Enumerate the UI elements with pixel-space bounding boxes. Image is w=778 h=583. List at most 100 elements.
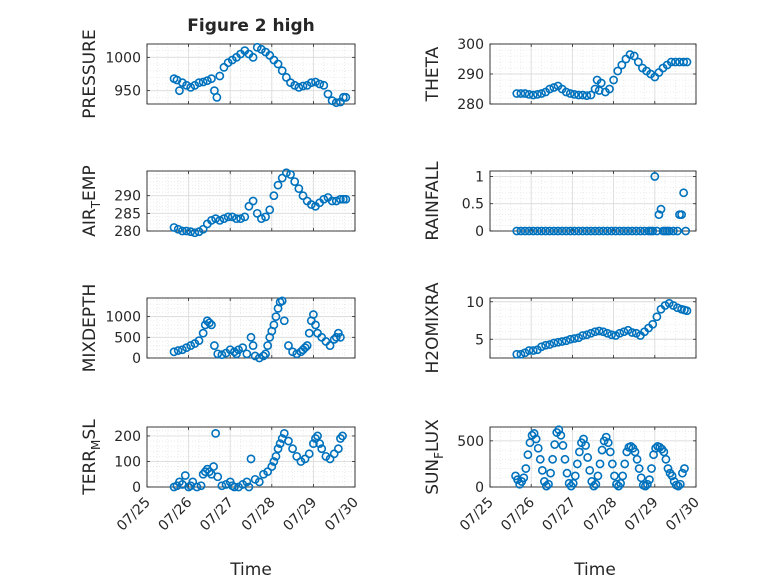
data-point — [605, 84, 614, 94]
data-point — [207, 216, 216, 225]
data-point — [605, 447, 615, 457]
y-tick-label: 1 — [475, 169, 484, 185]
data-point — [603, 328, 612, 338]
data-point — [601, 432, 611, 442]
data-point — [300, 454, 310, 464]
data-point — [524, 90, 534, 99]
data-point — [248, 196, 258, 206]
data-point — [648, 319, 658, 329]
data-point — [549, 83, 559, 92]
data-point — [198, 328, 208, 338]
data-point — [277, 66, 287, 76]
data-point — [212, 92, 222, 102]
data-point — [315, 79, 325, 89]
data-point — [558, 441, 568, 450]
data-point — [554, 425, 564, 435]
data-point — [229, 482, 239, 492]
data-point — [207, 320, 216, 330]
x-tick-label: 07/26 — [156, 494, 196, 534]
data-point — [625, 50, 635, 59]
data-point — [261, 349, 270, 359]
axes-box — [489, 297, 697, 359]
data-point — [574, 90, 583, 100]
data-point — [634, 464, 644, 473]
data-point — [286, 170, 295, 179]
x-tick-label: 07/27 — [197, 495, 237, 535]
x-tick-label: 07/27 — [539, 495, 579, 535]
data-point — [528, 346, 538, 355]
data-point — [186, 341, 196, 350]
y-axis-label-main: TERR — [80, 450, 100, 496]
data-point — [537, 226, 546, 236]
data-point — [182, 80, 191, 90]
data-point — [673, 481, 683, 491]
data-point — [269, 320, 279, 330]
y-tick-label: 290 — [457, 67, 484, 83]
data-point — [535, 454, 545, 464]
data-point — [308, 439, 318, 448]
data-point — [598, 327, 608, 337]
data-point — [666, 57, 676, 67]
data-point — [622, 447, 632, 457]
data-point — [292, 451, 302, 461]
data-point — [180, 471, 190, 480]
data-point — [682, 306, 692, 316]
series-markers — [169, 296, 345, 363]
data-point — [244, 201, 254, 211]
data-point — [565, 89, 575, 98]
data-point — [254, 353, 264, 363]
data-point — [263, 467, 273, 477]
data-point — [586, 90, 596, 100]
data-point — [603, 438, 613, 448]
data-point — [613, 66, 623, 76]
data-point — [213, 472, 223, 482]
data-point — [267, 462, 277, 471]
data-point — [545, 340, 555, 349]
series-markers — [169, 168, 351, 238]
data-point — [248, 341, 258, 350]
data-point — [521, 464, 531, 473]
data-point — [308, 310, 318, 319]
data-point — [528, 226, 538, 236]
data-point — [281, 72, 291, 82]
data-point — [519, 473, 529, 483]
axes-box — [146, 426, 356, 488]
data-point — [177, 226, 187, 236]
data-point — [327, 96, 337, 106]
data-point — [325, 454, 335, 464]
series-markers — [512, 298, 692, 359]
data-point — [294, 82, 304, 92]
data-point — [594, 226, 604, 236]
data-point — [516, 89, 526, 98]
data-point — [217, 350, 227, 360]
data-point — [561, 226, 571, 236]
x-tick-label: 07/25 — [114, 495, 154, 535]
x-tick-label: 07/30 — [322, 495, 362, 535]
data-point — [215, 71, 225, 81]
data-point — [173, 346, 183, 355]
x-tick-label: 07/29 — [622, 495, 662, 535]
data-point — [545, 226, 555, 236]
x-tick-label: 07/28 — [581, 495, 621, 535]
data-point — [578, 226, 588, 236]
y-tick-label: 950 — [114, 84, 141, 100]
data-point — [590, 226, 600, 236]
data-point — [570, 226, 579, 236]
data-point — [279, 428, 289, 438]
data-point — [516, 226, 526, 236]
data-point — [596, 78, 606, 88]
data-point — [252, 208, 262, 218]
y-axis-label-main: PRESSURE — [80, 29, 100, 118]
y-axis-label: THETA — [423, 46, 443, 102]
data-point — [306, 200, 316, 209]
data-point — [557, 226, 567, 236]
data-point — [244, 482, 254, 492]
data-point — [627, 226, 637, 236]
y-axis-label-main: MIXDEPTH — [80, 284, 100, 373]
data-point — [647, 464, 656, 473]
data-point — [673, 226, 682, 236]
y-tick-label: 10 — [466, 295, 484, 311]
data-point — [273, 444, 283, 454]
data-point — [284, 341, 293, 350]
